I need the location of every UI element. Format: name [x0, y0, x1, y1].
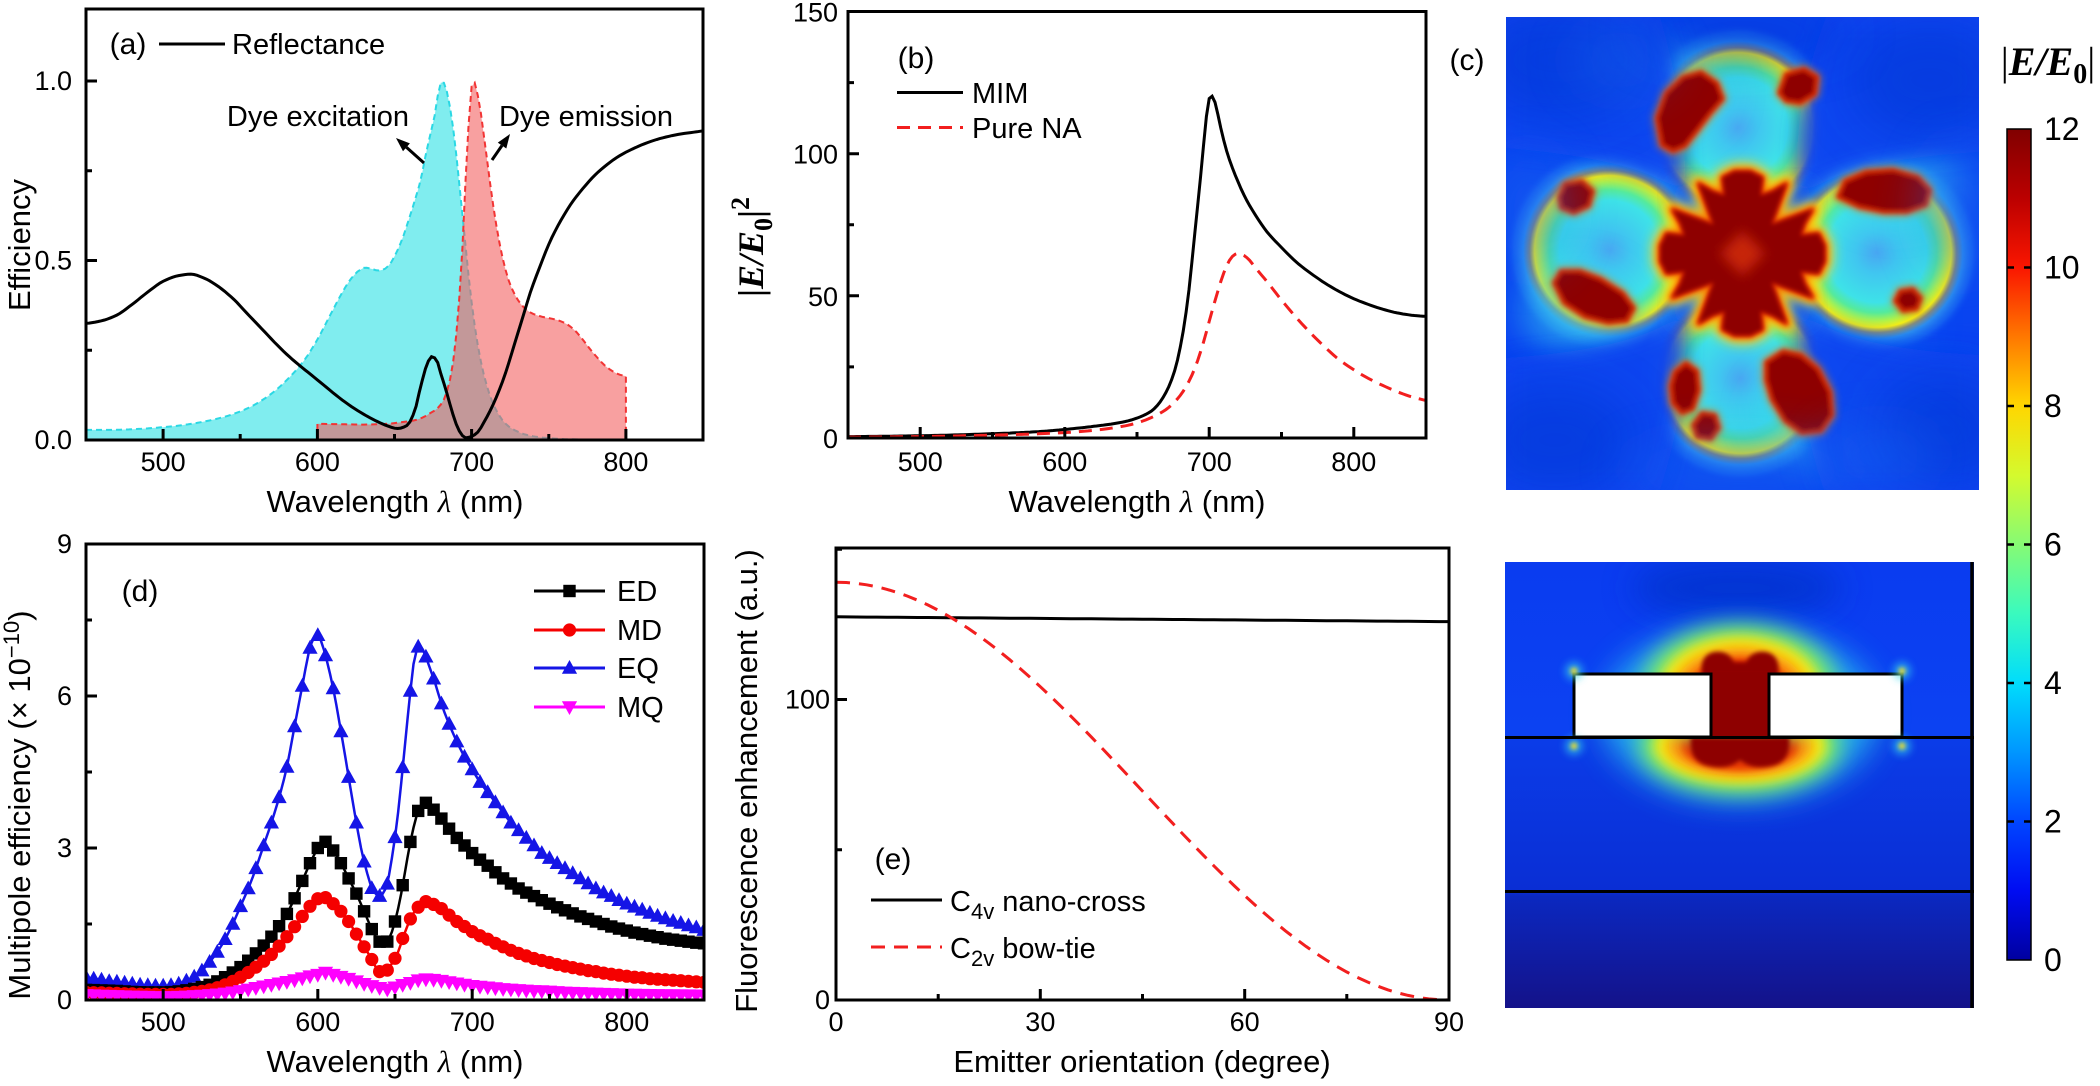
svg-text:Wavelength λ (nm): Wavelength λ (nm): [267, 484, 524, 519]
svg-text:0: 0: [823, 424, 838, 454]
svg-text:9: 9: [57, 529, 72, 559]
svg-text:Multipole efficiency (× 10−10): Multipole efficiency (× 10−10): [0, 610, 37, 999]
svg-text:100: 100: [793, 140, 838, 170]
svg-text:600: 600: [1042, 447, 1087, 477]
svg-text:3: 3: [57, 833, 72, 863]
svg-text:12: 12: [2044, 111, 2080, 147]
svg-text:30: 30: [1025, 1007, 1055, 1037]
svg-text:150: 150: [793, 0, 838, 28]
svg-text:0.0: 0.0: [34, 425, 72, 455]
svg-text:Efficiency: Efficiency: [2, 178, 37, 311]
svg-text:100: 100: [785, 684, 830, 714]
svg-text:(b): (b): [898, 42, 935, 75]
svg-text:1.0: 1.0: [34, 66, 72, 96]
svg-text:Dye emission: Dye emission: [499, 101, 673, 133]
svg-text:700: 700: [1187, 447, 1232, 477]
svg-text:8: 8: [2044, 388, 2062, 424]
svg-text:800: 800: [1331, 447, 1376, 477]
svg-text:6: 6: [57, 681, 72, 711]
svg-text:700: 700: [449, 447, 494, 477]
svg-text:500: 500: [898, 447, 943, 477]
svg-text:MQ: MQ: [617, 692, 664, 724]
svg-text:MD: MD: [617, 615, 662, 647]
svg-text:EQ: EQ: [617, 653, 659, 685]
svg-text:Pure NA: Pure NA: [972, 113, 1082, 145]
svg-text:700: 700: [450, 1007, 495, 1037]
svg-text:4: 4: [2044, 665, 2062, 701]
svg-text:(d): (d): [122, 575, 159, 608]
svg-text:Fluorescence enhancement (a.u.: Fluorescence enhancement (a.u.): [729, 549, 764, 1013]
svg-text:Dye excitation: Dye excitation: [227, 101, 409, 133]
svg-text:0: 0: [2044, 942, 2062, 978]
svg-text:(a): (a): [110, 28, 147, 61]
svg-text:0: 0: [815, 985, 830, 1015]
svg-text:2: 2: [2044, 804, 2062, 840]
svg-text:MIM: MIM: [972, 78, 1028, 110]
svg-text:|E/E0|2: |E/E0|2: [726, 197, 778, 297]
svg-text:500: 500: [141, 447, 186, 477]
svg-text:Wavelength λ (nm): Wavelength λ (nm): [1009, 484, 1266, 519]
svg-text:50: 50: [808, 282, 838, 312]
svg-text:10: 10: [2044, 250, 2080, 286]
svg-text:800: 800: [603, 447, 648, 477]
svg-text:Emitter orientation (degree): Emitter orientation (degree): [953, 1044, 1330, 1079]
svg-text:ED: ED: [617, 576, 657, 608]
svg-text:6: 6: [2044, 527, 2062, 563]
svg-text:600: 600: [295, 447, 340, 477]
svg-text:60: 60: [1230, 1007, 1260, 1037]
svg-text:0: 0: [57, 985, 72, 1015]
svg-text:0: 0: [828, 1007, 843, 1037]
svg-text:(e): (e): [875, 843, 912, 876]
svg-text:500: 500: [141, 1007, 186, 1037]
svg-text:(c): (c): [1450, 44, 1485, 77]
svg-text:Reflectance: Reflectance: [232, 29, 385, 61]
svg-text:Wavelength λ (nm): Wavelength λ (nm): [267, 1044, 524, 1079]
svg-text:90: 90: [1434, 1007, 1464, 1037]
svg-text:0.5: 0.5: [34, 246, 72, 276]
svg-text:800: 800: [604, 1007, 649, 1037]
svg-text:600: 600: [295, 1007, 340, 1037]
